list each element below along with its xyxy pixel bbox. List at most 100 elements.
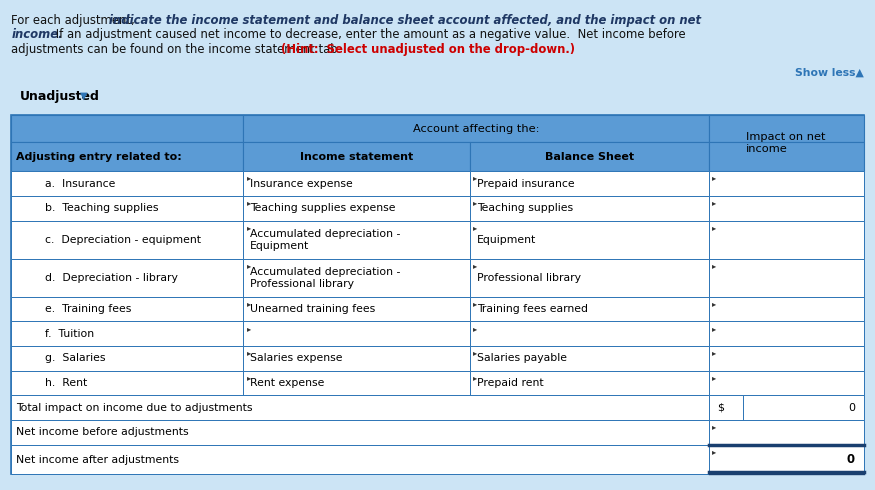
Text: Professional library: Professional library [477,273,581,283]
Bar [11,321,243,346]
Text: 0: 0 [847,453,855,466]
Text: Insurance expense: Insurance expense [250,179,353,189]
Text: Salaries expense: Salaries expense [250,353,342,364]
Text: 0: 0 [848,403,855,413]
Text: e.  Training fees: e. Training fees [46,304,132,314]
Text: ▸: ▸ [712,447,716,456]
Bar [243,115,709,142]
Text: Income statement: Income statement [300,152,413,162]
Text: d.  Depreciation - library: d. Depreciation - library [46,273,178,283]
Bar [470,220,709,259]
Text: Unadjusted: Unadjusted [20,90,100,102]
Text: b.  Teaching supplies: b. Teaching supplies [46,203,159,213]
Text: Training fees earned: Training fees earned [477,304,588,314]
Bar [243,259,470,297]
Text: Net income before adjustments: Net income before adjustments [17,427,189,438]
Text: For each adjustment,: For each adjustment, [11,14,139,27]
Bar [709,371,864,395]
Bar [709,196,864,220]
Text: ▸: ▸ [247,373,251,382]
Text: ▸: ▸ [473,223,478,232]
Text: Show less▲: Show less▲ [794,68,864,77]
Bar [243,220,470,259]
Text: Teaching supplies expense: Teaching supplies expense [250,203,396,213]
Text: Teaching supplies: Teaching supplies [477,203,573,213]
Text: ▸: ▸ [712,324,716,333]
Text: ▸: ▸ [247,299,251,308]
Text: ▸: ▸ [247,261,251,270]
Text: Prepaid rent: Prepaid rent [477,378,543,388]
Text: ▸: ▸ [712,348,716,357]
Bar [243,142,470,172]
Bar [11,172,243,196]
Bar [243,346,470,371]
Text: ▸: ▸ [473,173,478,183]
Bar [470,371,709,395]
Bar [11,196,243,220]
Text: Impact on net
income: Impact on net income [746,132,826,154]
Bar [11,115,243,142]
Bar [243,196,470,220]
Bar [709,142,864,172]
Text: Prepaid insurance: Prepaid insurance [477,179,574,189]
Bar [709,297,864,321]
Text: Salaries payable: Salaries payable [477,353,567,364]
Text: ▸: ▸ [247,223,251,232]
Text: Net income after adjustments: Net income after adjustments [17,455,179,465]
Text: income.: income. [11,28,63,42]
Text: Equipment: Equipment [477,235,536,245]
Bar [709,172,864,196]
Text: If an adjustment caused net income to decrease, enter the amount as a negative v: If an adjustment caused net income to de… [52,28,685,42]
Text: Total impact on income due to adjustments: Total impact on income due to adjustment… [17,403,253,413]
Text: Balance Sheet: Balance Sheet [544,152,634,162]
Text: ▸: ▸ [473,348,478,357]
Text: ▸: ▸ [712,223,716,232]
Bar [470,172,709,196]
Bar [470,259,709,297]
Text: ▸: ▸ [247,348,251,357]
Text: Adjusting entry related to:: Adjusting entry related to: [17,152,182,162]
Text: ▸: ▸ [247,173,251,183]
Text: h.  Rent: h. Rent [46,378,88,388]
Bar [243,371,470,395]
Text: ▸: ▸ [712,198,716,207]
Text: a.  Insurance: a. Insurance [46,179,116,189]
Text: f.  Tuition: f. Tuition [46,329,94,339]
Bar [709,346,864,371]
Text: g.  Salaries: g. Salaries [46,353,106,364]
Text: Accumulated depreciation -
Equipment: Accumulated depreciation - Equipment [250,229,401,250]
Text: indicate the income statement and balance sheet account affected, and the impact: indicate the income statement and balanc… [109,14,702,27]
Text: $: $ [717,403,724,413]
Text: ▸: ▸ [473,261,478,270]
Text: ▼: ▼ [80,91,87,101]
Text: c.  Depreciation - equipment: c. Depreciation - equipment [46,235,201,245]
Bar [243,172,470,196]
Bar [470,321,709,346]
Bar [11,220,243,259]
Bar [743,395,864,420]
Text: ▸: ▸ [473,373,478,382]
Text: ▸: ▸ [473,198,478,207]
Bar [11,346,243,371]
Text: ▸: ▸ [712,173,716,183]
Text: Rent expense: Rent expense [250,378,325,388]
Bar [470,297,709,321]
Text: ▸: ▸ [712,261,716,270]
Bar [243,321,470,346]
Text: Account affecting the:: Account affecting the: [413,124,539,134]
Bar [11,259,243,297]
Text: ▸: ▸ [712,422,716,431]
Bar [709,395,743,420]
Text: ▸: ▸ [712,299,716,308]
Text: ▸: ▸ [473,299,478,308]
Bar [470,142,709,172]
Bar [11,297,243,321]
Bar [709,259,864,297]
Bar [11,420,709,445]
Bar [709,420,864,445]
Bar [470,196,709,220]
Text: ▸: ▸ [247,198,251,207]
Text: ▸: ▸ [247,324,251,333]
Bar [243,297,470,321]
Bar [11,445,709,474]
